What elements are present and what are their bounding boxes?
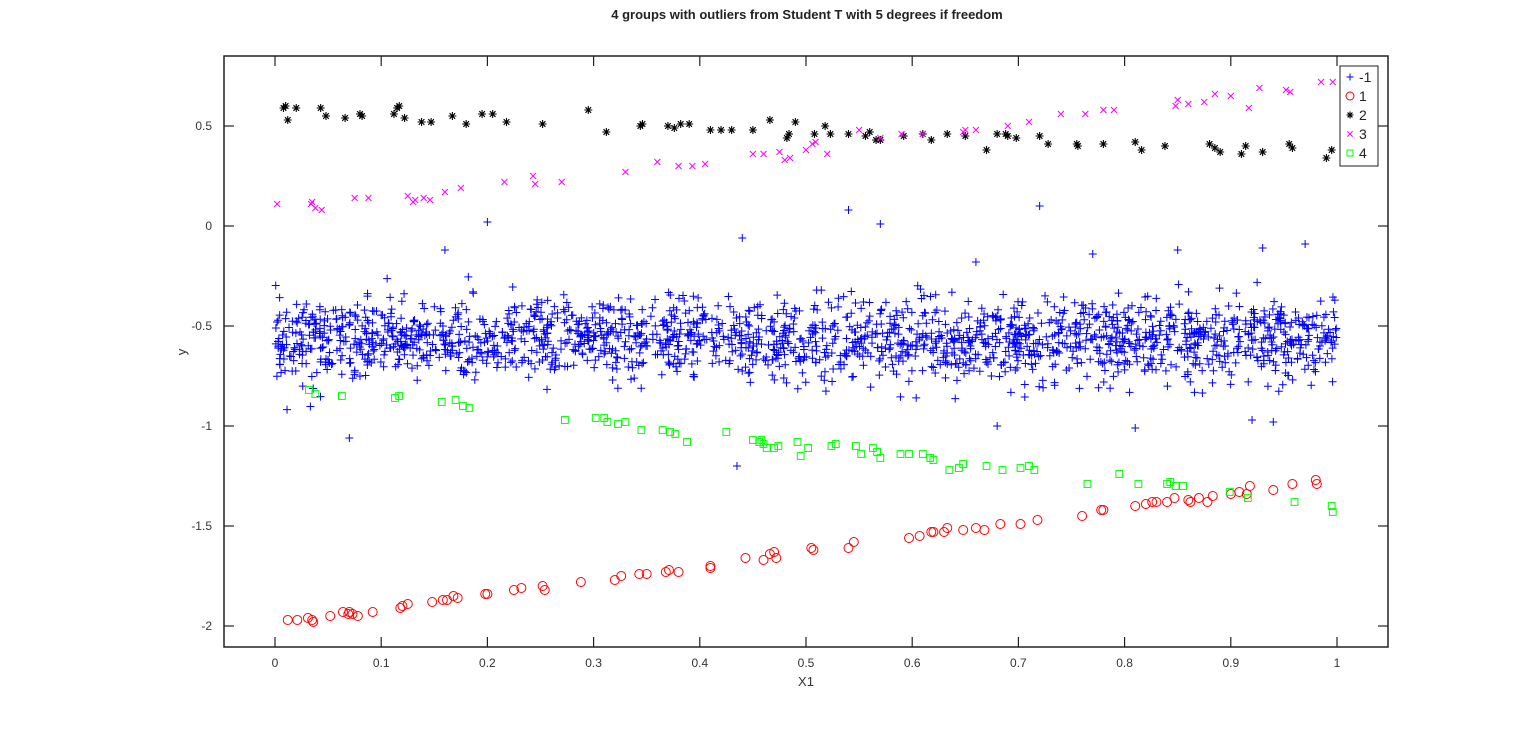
y-tick-label: 0.5 <box>195 119 212 133</box>
x-tick-label: 0.7 <box>1010 656 1027 670</box>
legend-label: 4 <box>1359 145 1367 161</box>
x-tick-label: 0.1 <box>373 656 390 670</box>
y-tick-label: -2 <box>201 619 212 633</box>
legend-item-4: 4 <box>1346 145 1367 161</box>
legend: -1 1 2 3 4 <box>1339 65 1379 167</box>
chart-title: 4 groups with outliers from Student T wi… <box>611 7 1003 22</box>
x-axis-label: X1 <box>798 674 814 689</box>
x-tick-label: 0.3 <box>585 656 602 670</box>
y-tick-label: -1.5 <box>191 519 212 533</box>
x-tick-label: 0 <box>272 656 279 670</box>
x-tick-label: 0.4 <box>691 656 708 670</box>
y-tick-label: 0 <box>205 219 212 233</box>
series-4 <box>305 386 1337 516</box>
y-tick-label: -0.5 <box>191 319 212 333</box>
points-layer <box>271 78 1341 627</box>
series-2 <box>279 102 1336 162</box>
legend-label: 1 <box>1359 88 1367 104</box>
y-axis-label: y <box>174 348 189 355</box>
series-1 <box>282 475 1322 627</box>
ticks-layer: 0 0.1 0.2 0.3 0.4 0.5 0.6 0.7 0.8 0.9 10.50-0.5-1-… <box>191 56 1388 670</box>
x-tick-label: 0.5 <box>798 656 815 670</box>
series-3 <box>273 78 1337 214</box>
x-tick-label: 0.8 <box>1116 656 1133 670</box>
x-tick-label: 1 <box>1334 656 1341 670</box>
series--1 <box>271 202 1341 470</box>
legend-item-3: 3 <box>1347 126 1367 142</box>
x-tick-label: 0.9 <box>1222 656 1239 670</box>
legend-label: -1 <box>1359 69 1372 85</box>
x-tick-label: 0.6 <box>904 656 921 670</box>
x-tick-label: 0.2 <box>479 656 496 670</box>
legend-item--1: -1 <box>1346 69 1372 85</box>
y-tick-label: -1 <box>201 419 212 433</box>
legend-label: 3 <box>1359 126 1367 142</box>
legend-label: 2 <box>1359 107 1367 123</box>
legend-item-2: 2 <box>1346 107 1367 123</box>
legend-item-1: 1 <box>1345 88 1367 104</box>
